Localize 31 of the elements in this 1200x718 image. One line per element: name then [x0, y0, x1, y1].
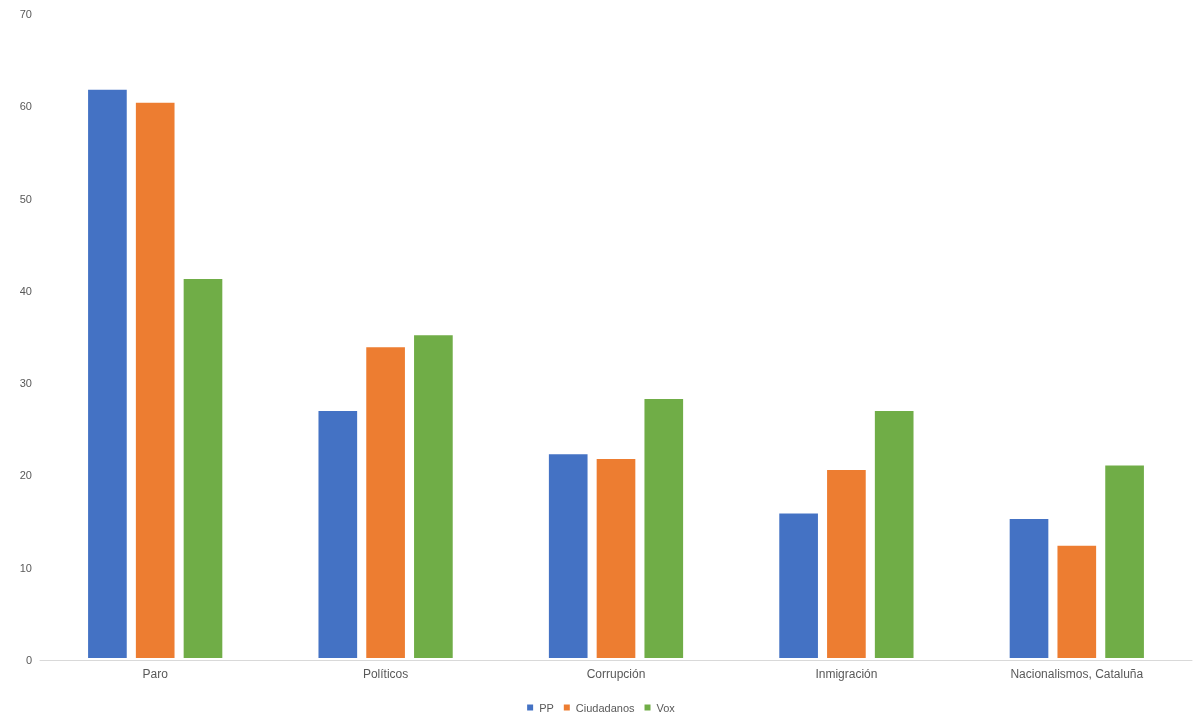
bar: [133, 100, 177, 660]
x-tick-label: Políticos: [362, 667, 409, 681]
x-tick-label: Corrupción: [586, 667, 646, 681]
bar: [86, 87, 129, 660]
bar: [594, 456, 638, 660]
y-tick-label: 70: [19, 8, 32, 20]
x-tick-label: Paro: [142, 667, 169, 681]
bar: [546, 452, 590, 660]
x-tick-label: Nacionalismos, Cataluña: [1010, 667, 1144, 681]
legend-label: Ciudadanos: [575, 701, 636, 714]
y-tick-label: 0: [25, 654, 32, 666]
bar: [1103, 463, 1146, 660]
bar: [1007, 516, 1051, 660]
y-tick-label: 50: [19, 192, 32, 205]
bar: [364, 345, 407, 660]
bar: [777, 511, 820, 660]
y-tick-label: 60: [19, 100, 32, 113]
bar: [316, 408, 360, 660]
y-tick-label: 20: [19, 469, 32, 482]
bar: [412, 333, 455, 660]
legend-label: Vox: [656, 701, 676, 714]
x-tick-label: Inmigración: [815, 667, 878, 681]
bar: [1055, 543, 1099, 660]
bar: [872, 408, 916, 660]
y-tick-label: 10: [19, 561, 32, 574]
y-tick-label: 30: [19, 377, 32, 390]
bar: [642, 396, 686, 660]
y-tick-label: 40: [19, 284, 32, 297]
bar: [181, 277, 225, 660]
bar: [825, 468, 868, 660]
legend-label: PP: [539, 701, 554, 714]
